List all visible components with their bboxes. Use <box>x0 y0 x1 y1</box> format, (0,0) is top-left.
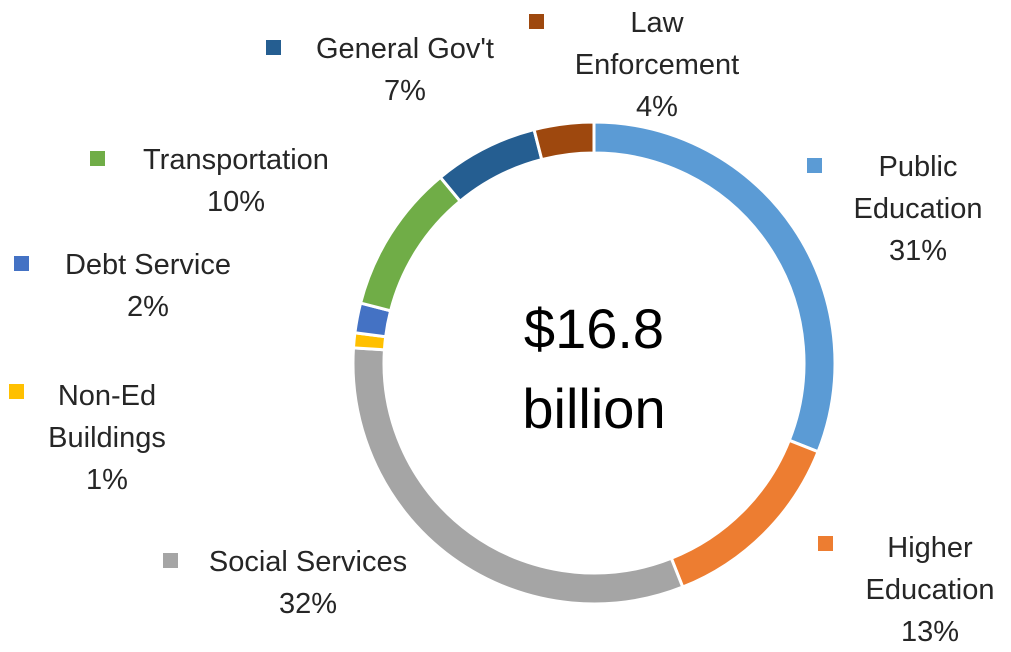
slice-label-0: Public Education 31% <box>807 151 983 267</box>
slice-label-2: Social Services 32% <box>163 546 407 620</box>
slice-labels: Public Education 31% Higher Education 13% Soci… <box>9 7 995 648</box>
slice-percent-6: 7% <box>384 75 426 107</box>
slice-name-3: Non-Ed <box>58 380 156 412</box>
slice-percent-7: 4% <box>636 91 678 123</box>
slice-percent-5: 10% <box>207 186 265 218</box>
donut-ring <box>351 120 837 606</box>
slice-name-1: Education <box>866 574 995 606</box>
slice-percent-3: 1% <box>86 464 128 496</box>
slice-name-2: Social Services <box>209 546 407 578</box>
slice-label-5: Transportation 10% <box>90 144 329 218</box>
slice-name-1: Higher <box>887 532 973 564</box>
slice-name-3: Buildings <box>48 422 166 454</box>
slice-label-1: Higher Education 13% <box>818 532 995 648</box>
slice-7 <box>532 120 596 162</box>
slice-name-0: Public <box>879 151 958 183</box>
slice-percent-0: 31% <box>889 235 947 267</box>
slice-name-4: Debt Service <box>65 249 231 281</box>
legend-swatch-5 <box>90 151 105 166</box>
slice-label-7: Law Enforcement 4% <box>529 7 739 123</box>
slice-percent-1: 13% <box>901 616 959 648</box>
legend-swatch-7 <box>529 14 544 29</box>
slice-percent-4: 2% <box>127 291 169 323</box>
legend-swatch-4 <box>14 256 29 271</box>
slice-percent-2: 32% <box>279 588 337 620</box>
slice-label-6: General Gov't 7% <box>266 33 494 107</box>
legend-swatch-2 <box>163 553 178 568</box>
slice-name-7: Law <box>630 7 684 39</box>
legend-swatch-0 <box>807 158 822 173</box>
legend-swatch-3 <box>9 384 24 399</box>
slice-6 <box>438 127 544 204</box>
slice-label-3: Non-Ed Buildings 1% <box>9 380 166 496</box>
slice-label-4: Debt Service 2% <box>14 249 231 323</box>
slice-name-5: Transportation <box>143 144 329 176</box>
slice-name-6: General Gov't <box>316 33 494 65</box>
center-total-line2: billion <box>522 377 665 440</box>
slice-name-0: Education <box>854 193 983 225</box>
legend-swatch-1 <box>818 536 833 551</box>
slice-5 <box>358 175 463 313</box>
slice-1 <box>669 438 821 590</box>
slice-name-7: Enforcement <box>575 49 739 81</box>
center-total-line1: $16.8 <box>524 297 664 360</box>
legend-swatch-6 <box>266 40 281 55</box>
